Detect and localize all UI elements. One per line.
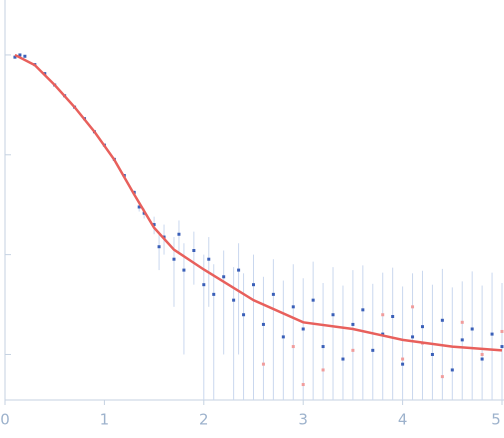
data-point <box>321 345 325 349</box>
data-point <box>331 313 335 317</box>
x-tick-label: 5 <box>491 411 501 429</box>
data-point <box>301 327 305 331</box>
data-point <box>480 357 484 361</box>
data-point <box>242 313 246 317</box>
data-point <box>420 325 424 329</box>
data-point <box>261 362 265 366</box>
data-point <box>391 315 395 319</box>
data-point <box>351 348 355 352</box>
data-point <box>440 318 444 322</box>
data-point <box>490 332 494 336</box>
data-point <box>500 345 504 349</box>
data-point <box>311 298 315 302</box>
data-point <box>152 223 156 227</box>
data-point <box>341 357 345 361</box>
data-point <box>430 352 434 356</box>
data-point <box>361 308 365 312</box>
x-tick-label: 0 <box>0 411 10 429</box>
data-point <box>381 332 385 336</box>
data-point <box>371 348 375 352</box>
fit-line <box>14 53 503 352</box>
data-point <box>301 383 305 387</box>
data-point <box>281 335 285 339</box>
data-point <box>252 283 255 287</box>
data-point <box>23 54 27 58</box>
data-point <box>321 368 325 372</box>
data-point <box>500 329 504 333</box>
x-tick-label: 3 <box>298 411 308 429</box>
data-point <box>440 375 444 379</box>
data-point <box>157 245 161 249</box>
data-point <box>460 320 464 324</box>
data-point <box>177 232 181 236</box>
data-point <box>13 55 17 59</box>
data-point <box>192 248 196 252</box>
data-point <box>480 352 484 356</box>
x-tick-label: 1 <box>100 411 110 429</box>
data-point <box>137 205 141 209</box>
data-point <box>291 305 295 309</box>
data-point <box>450 368 454 372</box>
data-point <box>291 345 295 349</box>
data-point <box>207 257 211 261</box>
data-point <box>237 268 241 272</box>
data-point <box>411 305 415 309</box>
data-point <box>401 357 405 361</box>
data-point <box>271 292 275 296</box>
data-point <box>261 322 265 326</box>
data-point <box>222 275 226 279</box>
data-point <box>381 313 385 317</box>
data-point <box>411 335 415 339</box>
data-point <box>202 283 206 287</box>
data-point <box>351 322 355 326</box>
data-point <box>18 53 22 57</box>
data-point <box>232 298 236 302</box>
data-point <box>401 362 405 366</box>
x-tick-label: 4 <box>398 411 408 429</box>
data-point <box>172 257 176 261</box>
data-point <box>182 268 186 272</box>
data-point <box>460 338 464 342</box>
x-tick-label: 2 <box>199 411 209 429</box>
data-point <box>212 292 216 296</box>
data-point <box>470 327 474 331</box>
